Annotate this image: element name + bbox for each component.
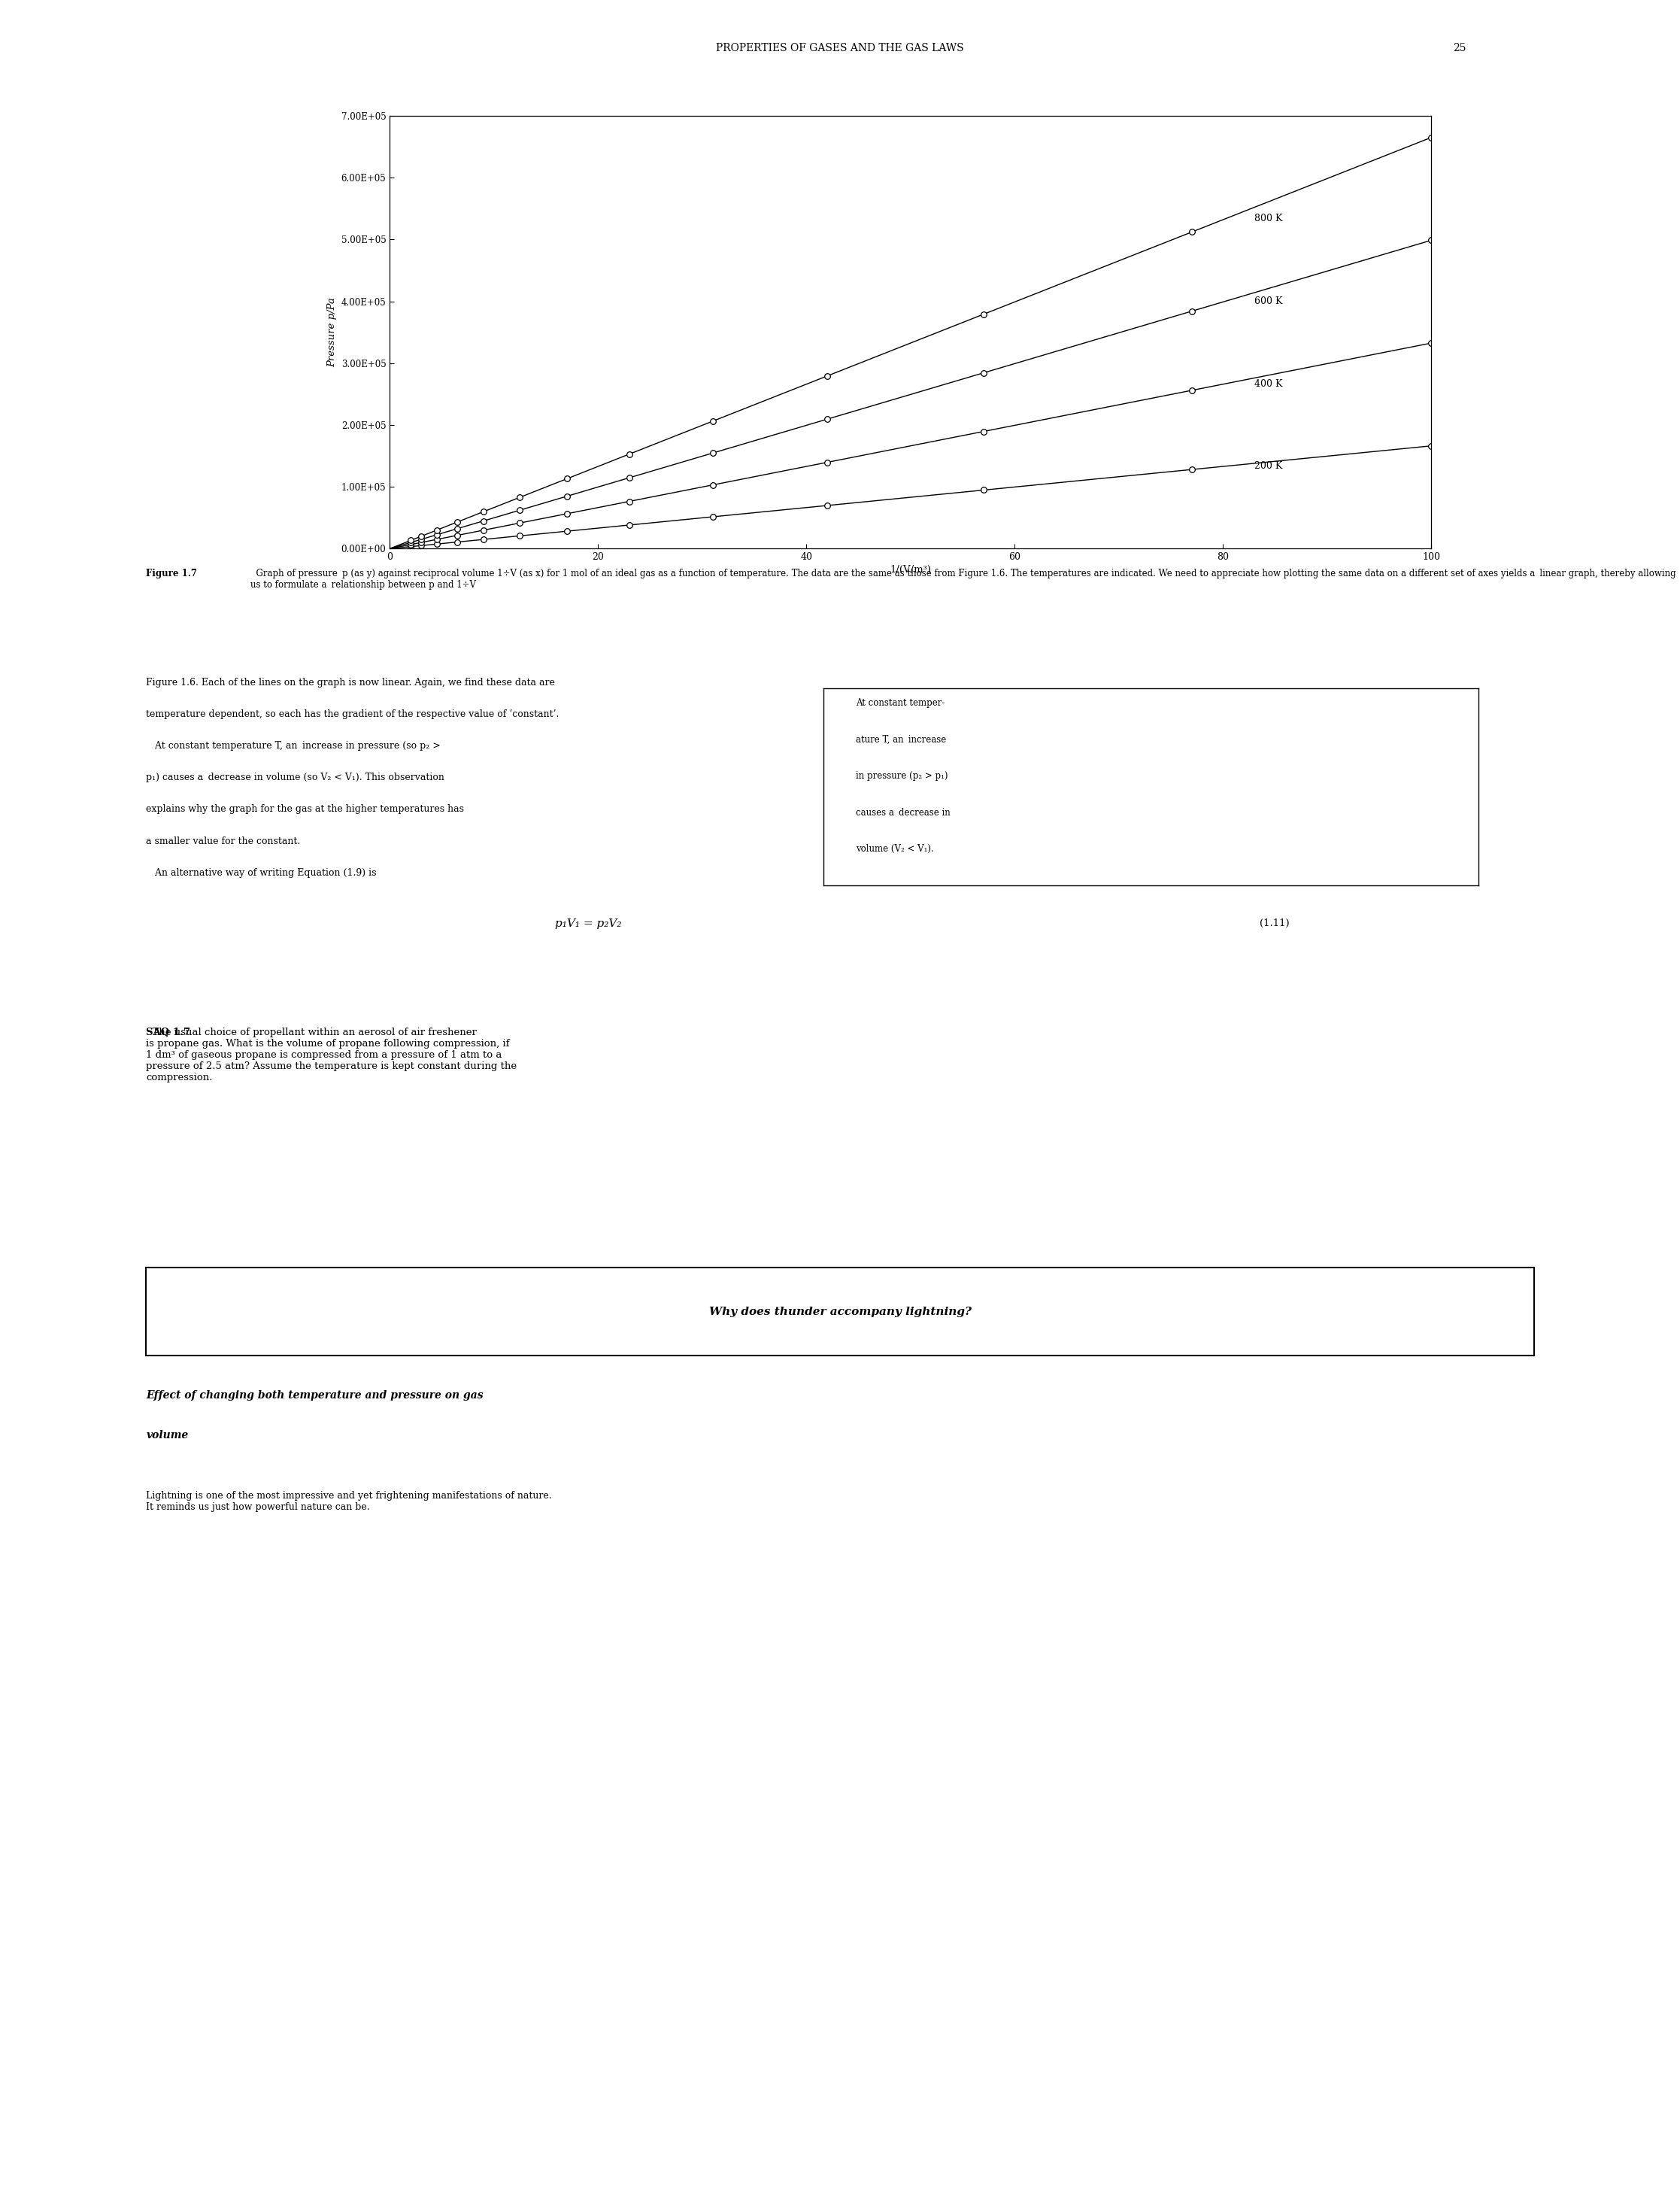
Text: 800 K: 800 K (1255, 214, 1282, 223)
Text: Graph of pressure  p (as y) against reciprocal volume 1÷V (as x) for 1 mol of an: Graph of pressure p (as y) against recip… (250, 568, 1677, 590)
Text: causes a  decrease in: causes a decrease in (857, 807, 951, 818)
Text: Figure 1.7: Figure 1.7 (146, 568, 197, 577)
Text: 25: 25 (1453, 42, 1467, 52)
Text: volume (V₂ < V₁).: volume (V₂ < V₁). (857, 844, 934, 855)
Text: ature T, an  increase: ature T, an increase (857, 734, 946, 745)
Text: 200 K: 200 K (1255, 461, 1282, 472)
Text: Why does thunder accompany lightning?: Why does thunder accompany lightning? (709, 1307, 971, 1316)
Text: PROPERTIES OF GASES AND THE GAS LAWS: PROPERTIES OF GASES AND THE GAS LAWS (716, 42, 964, 52)
Text: (1.11): (1.11) (1260, 918, 1290, 927)
Text: a smaller value for the constant.: a smaller value for the constant. (146, 837, 301, 846)
Text: An alternative way of writing Equation (1.9) is: An alternative way of writing Equation (… (146, 868, 376, 877)
Text: p₁V₁ = p₂V₂: p₁V₁ = p₂V₂ (554, 918, 622, 929)
Text: Effect of changing both temperature and pressure on gas: Effect of changing both temperature and … (146, 1390, 484, 1401)
X-axis label: 1/(V/m³): 1/(V/m³) (890, 566, 931, 575)
Text: SAQ 1.7: SAQ 1.7 (146, 1027, 190, 1036)
Text: volume: volume (146, 1430, 188, 1441)
Text: temperature dependent, so each has the gradient of the respective value of ‘cons: temperature dependent, so each has the g… (146, 708, 559, 719)
Text: Figure 1.6. Each of the lines on the graph is now linear. Again, we find these d: Figure 1.6. Each of the lines on the gra… (146, 678, 554, 686)
Text: in pressure (p₂ > p₁): in pressure (p₂ > p₁) (857, 772, 948, 780)
Text: The usual choice of propellant within an aerosol of air freshener
is propane gas: The usual choice of propellant within an… (146, 1027, 517, 1082)
Text: 400 K: 400 K (1255, 378, 1282, 389)
Text: explains why the graph for the gas at the higher temperatures has: explains why the graph for the gas at th… (146, 804, 464, 813)
Text: At constant temperature T, an  increase in pressure (so p₂ >: At constant temperature T, an increase i… (146, 741, 440, 750)
Y-axis label: Pressure p/Pa: Pressure p/Pa (328, 297, 338, 367)
Text: 600 K: 600 K (1255, 297, 1282, 306)
Text: At constant temper-: At constant temper- (857, 700, 944, 708)
Text: Lightning is one of the most impressive and yet frightening manifestations of na: Lightning is one of the most impressive … (146, 1491, 553, 1513)
Text: p₁) causes a  decrease in volume (so V₂ < V₁). This observation: p₁) causes a decrease in volume (so V₂ <… (146, 774, 445, 783)
